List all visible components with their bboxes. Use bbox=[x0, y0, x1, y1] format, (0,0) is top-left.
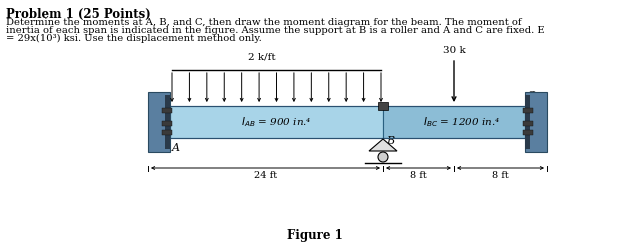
Bar bbox=[162, 108, 172, 113]
Bar bbox=[170, 106, 383, 138]
Text: Determine the moments at A, B, and C, then draw the moment diagram for the beam.: Determine the moments at A, B, and C, th… bbox=[6, 18, 522, 27]
Bar bbox=[525, 95, 530, 149]
Text: C: C bbox=[527, 91, 536, 101]
Circle shape bbox=[378, 152, 388, 162]
Text: Problem 1 (25 Points): Problem 1 (25 Points) bbox=[6, 8, 151, 21]
Bar bbox=[523, 108, 533, 113]
Polygon shape bbox=[369, 139, 397, 151]
Text: B: B bbox=[386, 136, 394, 146]
Text: $I_{BC}$ = 1200 in.⁴: $I_{BC}$ = 1200 in.⁴ bbox=[423, 115, 501, 129]
Bar bbox=[165, 95, 170, 149]
Text: $I_{AB}$ = 900 in.⁴: $I_{AB}$ = 900 in.⁴ bbox=[241, 115, 312, 129]
Text: 2 k/ft: 2 k/ft bbox=[248, 53, 275, 62]
Bar bbox=[383, 106, 525, 138]
Bar bbox=[378, 102, 388, 110]
Text: A: A bbox=[172, 143, 180, 153]
Text: 24 ft: 24 ft bbox=[254, 171, 277, 180]
Text: 8 ft: 8 ft bbox=[492, 171, 509, 180]
Bar bbox=[148, 92, 170, 152]
Bar bbox=[162, 121, 172, 126]
Text: Figure 1: Figure 1 bbox=[287, 229, 343, 242]
Bar bbox=[523, 130, 533, 135]
Text: = 29x(10³) ksi. Use the displacement method only.: = 29x(10³) ksi. Use the displacement met… bbox=[6, 34, 262, 43]
Bar bbox=[523, 121, 533, 126]
Bar bbox=[525, 92, 547, 152]
Text: 8 ft: 8 ft bbox=[410, 171, 427, 180]
Text: 30 k: 30 k bbox=[442, 46, 466, 55]
Bar bbox=[162, 130, 172, 135]
Text: inertia of each span is indicated in the figure. Assume the support at B is a ro: inertia of each span is indicated in the… bbox=[6, 26, 545, 35]
